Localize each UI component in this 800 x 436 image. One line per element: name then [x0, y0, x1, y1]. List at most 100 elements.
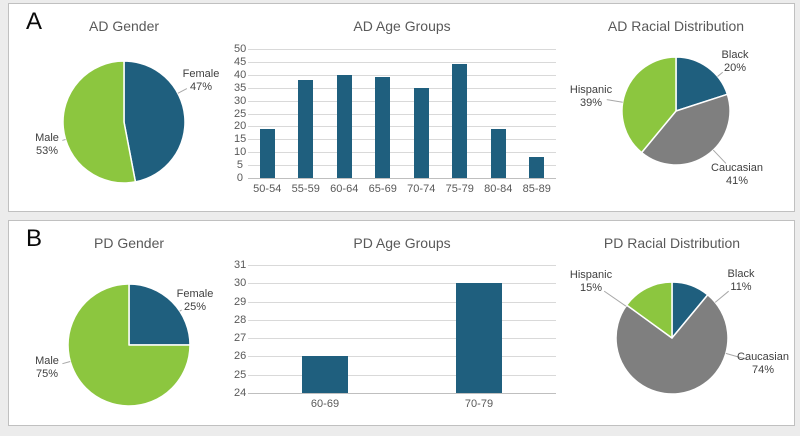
pie-slice-percent: 74% [751, 364, 775, 376]
y-axis-tick: 0 [236, 172, 243, 184]
pie-slice-label-female: Female 25% [177, 288, 214, 314]
chart-ad-racial-distribution: AD Racial Distribution Black 20% Caucasian 4… [564, 4, 795, 211]
gridline [248, 113, 556, 115]
x-axis-label: 50-54 [253, 183, 282, 195]
pie-slice-label-male: Male 53% [35, 132, 59, 158]
gridline [248, 374, 556, 376]
gridline [248, 356, 556, 358]
bar-80-84 [490, 128, 506, 178]
y-axis-tick: 15 [234, 133, 247, 146]
y-axis-tick: 24 [234, 387, 247, 399]
gridline [248, 87, 556, 89]
y-axis-tick: 31 [234, 259, 247, 271]
y-axis-tick: 25 [234, 107, 247, 120]
pie-slice-label-female: Female 47% [183, 68, 220, 94]
leader-line [725, 352, 748, 361]
pie-slice-percent: 47% [189, 81, 213, 93]
y-axis-tick: 30 [234, 94, 247, 107]
leader-line [712, 149, 727, 164]
chart-title: PD Racial Distribution [603, 235, 741, 251]
y-axis-tick: 35 [234, 81, 247, 94]
chart-pd-racial-distribution: PD Racial Distribution Black 11% Caucasian 7… [564, 221, 795, 425]
pie-slice-label-black: Black 11% [728, 268, 755, 294]
pie-slice-name: Hispanic [569, 84, 613, 96]
pie-slice-percent: 15% [579, 282, 603, 294]
pie-slice-caucasian [640, 93, 731, 166]
bar-70-79 [456, 283, 502, 393]
y-axis-tick: 29 [234, 295, 247, 308]
leader-line [717, 71, 724, 77]
chart-title: AD Age Groups [353, 18, 451, 34]
ad-racial-distribution-pie [606, 56, 731, 166]
pie-slice-name: Caucasian [711, 162, 763, 174]
gridline [248, 61, 556, 63]
pie-slice-label-hispanic: Hispanic 39% [570, 84, 612, 110]
gridline [248, 283, 556, 285]
y-axis-tick: 25 [234, 368, 247, 381]
pie-slice-name: Female [182, 68, 220, 80]
y-axis-tick: 5 [236, 159, 243, 172]
bar-85-89 [529, 157, 545, 178]
pie-slice-percent: 39% [579, 97, 603, 109]
gridline [248, 49, 556, 50]
gridline [248, 393, 556, 394]
pd-racial-distribution-pie [603, 281, 748, 395]
leader-line [714, 290, 729, 303]
bar-65-69 [375, 77, 391, 178]
pie-slice-name: Hispanic [569, 269, 613, 281]
pie-slice-label-male: Male 75% [35, 355, 59, 381]
x-axis-label: 80-84 [484, 183, 513, 195]
bar-55-59 [298, 79, 314, 178]
gridline [248, 126, 556, 128]
chart-title: AD Gender [88, 18, 160, 34]
gridline [248, 178, 556, 179]
bar-50-54 [259, 128, 275, 178]
gridline [248, 265, 556, 266]
panel-a: A AD Gender Female 47% Male 53% AD Age Group… [8, 3, 795, 212]
pie-slice-label-black: Black 20% [722, 49, 749, 75]
y-axis-tick: 10 [234, 146, 247, 159]
pie-slice-name: Black [721, 49, 749, 61]
x-axis-label: 60-64 [330, 183, 359, 195]
chart-title: AD Racial Distribution [607, 18, 745, 34]
pie-slice-label-caucasian: Caucasian 41% [711, 162, 763, 188]
y-axis-tick: 50 [234, 43, 247, 55]
leader-line [62, 138, 66, 141]
pie-slice-percent: 53% [35, 145, 59, 157]
x-axis-label: 55-59 [291, 183, 320, 195]
x-axis-label: 75-79 [445, 183, 474, 195]
x-axis-label: 70-79 [464, 398, 494, 410]
y-axis-tick: 30 [234, 277, 247, 290]
x-axis-label: 70-74 [407, 183, 436, 195]
pie-slice-name: Black [727, 268, 755, 280]
chart-ad-gender: AD Gender Female 47% Male 53% [19, 4, 234, 211]
leader-line [62, 360, 71, 365]
panel-a-label: A [26, 8, 43, 35]
pie-slice-caucasian [615, 294, 729, 395]
pie-slice-male [67, 283, 191, 407]
pie-slice-name: Male [35, 132, 59, 144]
chart-pd-age-groups: PD Age Groups 24 25 26 27 28 29 30 31 60-69 70-79 [234, 221, 564, 425]
pie-slice-label-caucasian: Caucasian 74% [737, 351, 789, 377]
pie-slice-female [128, 283, 191, 346]
gridline [248, 301, 556, 303]
pie-slice-label-hispanic: Hispanic 15% [570, 269, 612, 295]
leader-line [606, 99, 623, 103]
gridline [248, 139, 556, 141]
pie-slice-percent: 11% [730, 281, 752, 293]
leader-line [177, 88, 188, 94]
y-axis-tick: 40 [234, 68, 247, 81]
y-axis-tick: 26 [234, 350, 247, 363]
pie-slice-name: Male [35, 355, 59, 367]
pie-slice-hispanic [625, 281, 673, 339]
chart-pd-gender: PD Gender Female 25% Male 75% [19, 221, 234, 425]
x-axis-label: 65-69 [368, 183, 397, 195]
gridline [248, 74, 556, 76]
gridline [248, 338, 556, 340]
pie-slice-name: Caucasian [737, 351, 789, 363]
pie-slice-female [123, 60, 186, 183]
gridline [248, 319, 556, 321]
x-axis-label: 60-69 [310, 398, 340, 410]
y-axis-tick: 20 [234, 120, 247, 133]
